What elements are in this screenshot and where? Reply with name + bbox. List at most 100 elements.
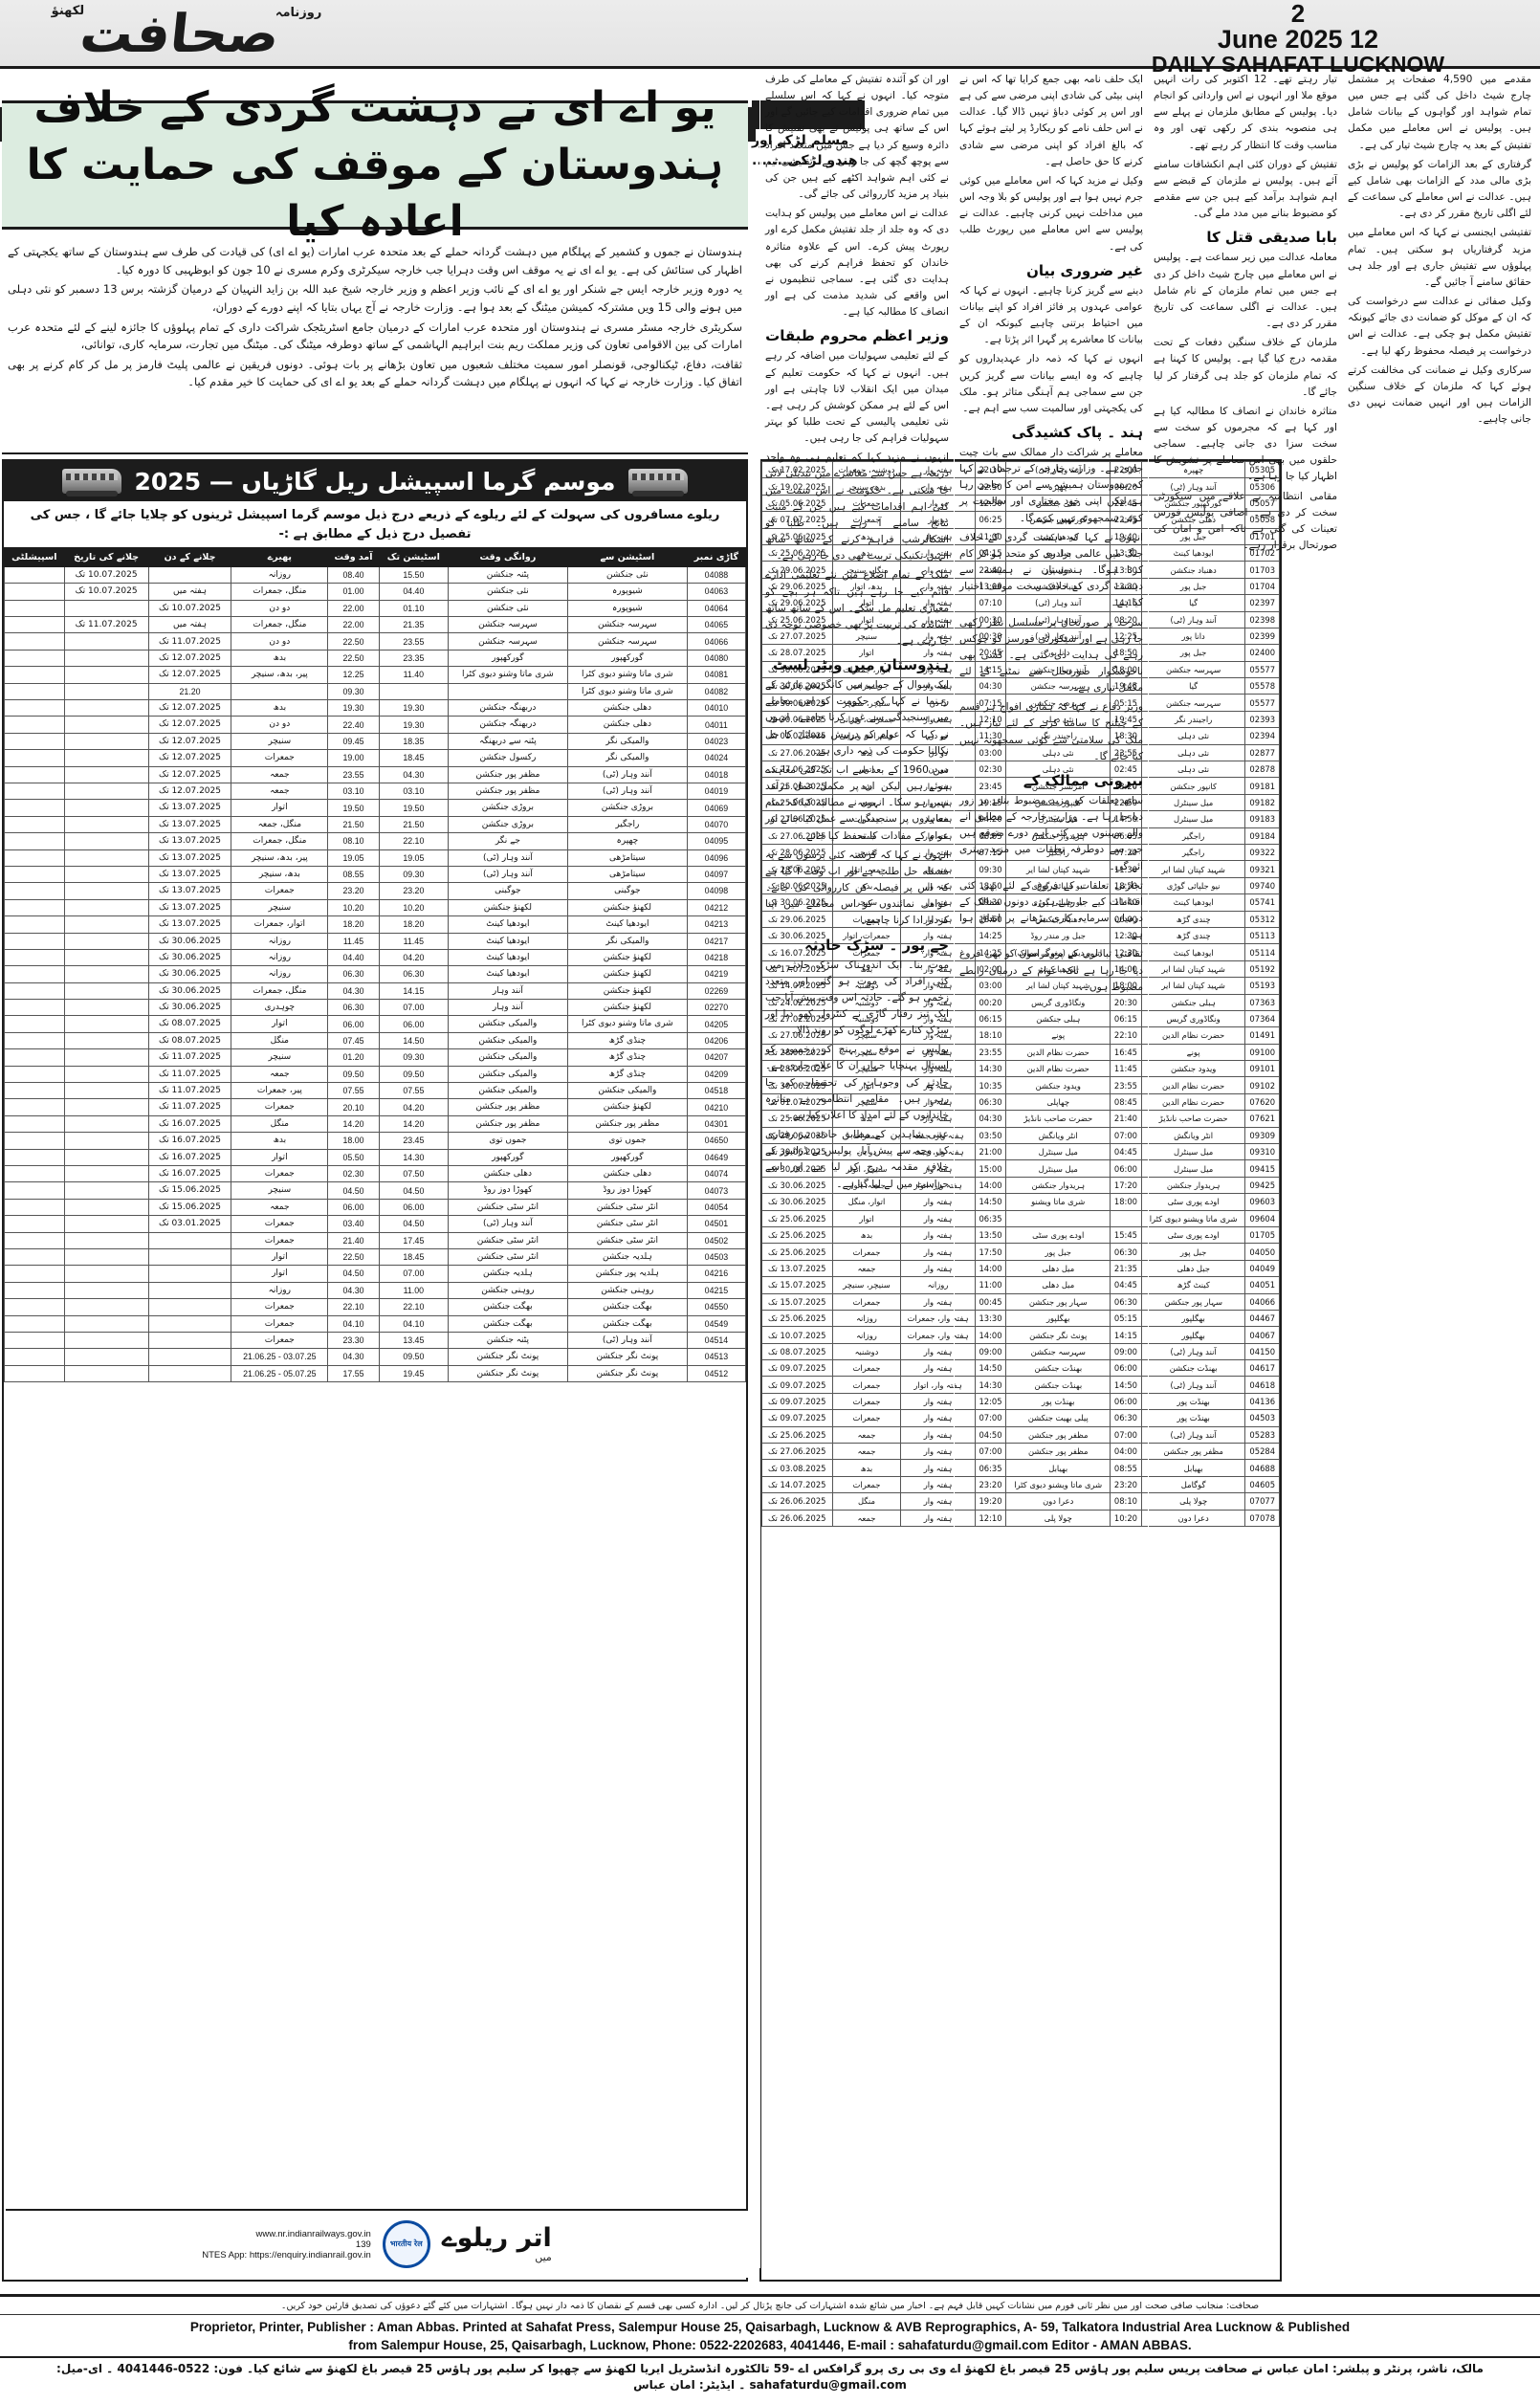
- table-cell: [63, 948, 149, 967]
- table-cell: 12.07.2025 تک: [147, 732, 232, 751]
- news-columns-container: اور ان کو آئندہ تفتیش کے معاملے کی طرف م…: [759, 72, 1538, 2268]
- table-cell: جمعرات: [231, 1314, 329, 1333]
- table-cell: [63, 765, 149, 784]
- table-cell: بدھ، سنیچر: [231, 865, 329, 884]
- table-cell: پونٹ نگر جنکشن: [447, 1364, 568, 1383]
- table-cell: 15.06.2025 تک: [147, 1198, 232, 1217]
- table-cell: ایودھیا کینٹ: [447, 965, 568, 983]
- news-paragraph: سرحد پر صورتحال پر مسلسل نظر رکھی جا رہی…: [959, 616, 1143, 695]
- table-row: 04081 شری ماتا وشنو دیوی کٹرا شری ماتا وشن…: [4, 666, 747, 684]
- table-cell: [63, 1348, 149, 1366]
- railway-website-url[interactable]: www.nr.indianrailways.gov.in: [255, 2228, 371, 2239]
- table-cell: 06.00: [378, 1198, 449, 1217]
- table-cell: [63, 865, 149, 884]
- table-cell: [4, 1048, 65, 1067]
- table-cell: [378, 682, 449, 701]
- table-cell: 13.07.2025 تک: [147, 865, 232, 884]
- table-cell: [4, 832, 65, 850]
- railway-ntes-app-url[interactable]: NTES App: https://enquiry.indianrail.gov…: [202, 2249, 371, 2261]
- table-row: 09181 کانپور جنکشن 13:20 امرتسر جنکشن 23:45 ہ…: [761, 777, 1280, 795]
- table-cell: 07.55: [327, 1082, 380, 1100]
- table-cell: چنڈی گڑھ: [566, 1065, 688, 1084]
- table-cell: لکھنؤ جنکشن: [566, 898, 688, 917]
- table-cell: روزانہ: [231, 932, 329, 950]
- table-cell: پیر، بدھ، سنیچر: [231, 666, 329, 684]
- table-cell: 30.06.2025 تک: [761, 1159, 833, 1178]
- table-cell: 04088: [686, 565, 747, 584]
- table-cell: 04136: [1244, 1392, 1280, 1411]
- table-cell: انٹر سٹی جنکشن: [566, 1215, 688, 1233]
- logo-wordmark: صحافت: [77, 2, 283, 64]
- table-cell: 12.07.2025 تک: [147, 666, 232, 684]
- table-cell: 30.06.2025 تک: [761, 694, 833, 712]
- table-cell: 04.10: [327, 1314, 380, 1333]
- table-cell: 19.00: [327, 749, 380, 767]
- table-cell: 18.20: [327, 915, 380, 934]
- news-paragraph: متاثرہ خاندان نے انصاف کا مطالبہ کیا ہے …: [1154, 405, 1337, 483]
- table-row: 09321 شہید کپتان لشا ایر 11:30 شہید کپتان ل…: [761, 860, 1280, 878]
- table-cell: والمیکی جنکشن: [447, 1082, 568, 1100]
- page-number: 2: [1290, 0, 1306, 28]
- table-cell: والمیکی نگر: [566, 749, 688, 767]
- table-cell: 04649: [686, 1148, 747, 1166]
- table-row: 04011 دھلی جنکشن دربھنگہ جنکشن 19.30 22.40 دو…: [4, 716, 747, 734]
- table-cell: 11.07.2025 تک: [147, 1098, 232, 1116]
- table-cell: 04512: [686, 1364, 747, 1383]
- table-row: 04019 آنند وہار (ٹی) مظفر پور جنکشن 03.10 03…: [4, 782, 747, 801]
- news-paragraph: سن 1960 کے بعد سے اب تک کئی معاہدے ہوئے …: [765, 763, 949, 842]
- railway-table-col-header: اسٹیشن تک: [378, 549, 449, 567]
- table-row: 01702 ایودھیا کینٹ 13:30 جبل پور 04:15 ہفتہ و…: [761, 543, 1280, 562]
- table-cell: منگل، جمعرات: [231, 616, 329, 634]
- news-paragraph: ملک کے تمام اضلاع میں نئے تعلیمی ادارے ق…: [765, 569, 949, 647]
- table-cell: ایودھیا کینٹ: [447, 915, 568, 934]
- table-cell: منگل: [231, 1031, 329, 1050]
- news-paragraph: ایک سوال کے جواب میں کانگریس پارٹی کے رہ…: [765, 679, 949, 757]
- table-cell: شری ماتا وشنو دیوی کٹرا: [447, 666, 568, 684]
- table-row: 02400 جبل پور 18:50 دانا پور 20:45 ہفتہ وار ات…: [761, 644, 1280, 662]
- table-cell: جوگبنی: [566, 882, 688, 900]
- news-paragraph: مقدمے میں 4,590 صفحات پر مشتمل چارج شیٹ …: [1348, 74, 1531, 151]
- table-cell: 13.07.2025 تک: [147, 915, 232, 934]
- table-cell: [4, 1082, 65, 1100]
- table-cell: 04065: [686, 616, 747, 634]
- table-cell: نئی جنکشن: [447, 583, 568, 601]
- table-row: 07077 چولا پلی 08:10 دعرا دون 19:20 ہفتہ وار م…: [761, 1492, 1280, 1511]
- table-row: 02270 لکھنؤ جنکشن آنند وہار 07.00 06.30 چوہدر…: [4, 999, 747, 1017]
- table-row: 05113 چندی گڑھ 12:30 جبل ور مندر روڈ 14:25 ہف…: [761, 926, 1280, 945]
- news-subheading: وزیر اعظم محروم طبقات: [765, 327, 949, 345]
- table-cell: 04513: [686, 1348, 747, 1366]
- lead-article: ہندوستان نے جموں و کشمیر کے پہلگام میں د…: [2, 239, 748, 454]
- news-subheading: ہندوستان میں ویٹر لسٹ: [773, 656, 949, 674]
- table-cell: 04098: [686, 882, 747, 900]
- table-cell: [63, 1132, 149, 1150]
- table-cell: روزانہ: [231, 948, 329, 967]
- table-row: 04063 شیوپورہ نئی جنکشن 04.40 01.00 منگل، جمع…: [4, 583, 747, 601]
- table-cell: 04063: [686, 583, 747, 601]
- table-cell: [63, 732, 149, 751]
- table-cell: روزانہ: [231, 1281, 329, 1300]
- table-cell: [4, 666, 65, 684]
- table-cell: سہار پور جنکشن: [1005, 1292, 1111, 1311]
- table-cell: [63, 649, 149, 668]
- table-cell: 14:25: [974, 943, 1007, 961]
- table-cell: ہفتہ وار: [900, 1409, 976, 1427]
- table-cell: 12.07.2025 تک: [147, 649, 232, 668]
- table-row: 04066 سہار پور جنکشن 06:30 سہار پور جنکشن 00…: [761, 1292, 1280, 1311]
- table-cell: [63, 965, 149, 983]
- table-cell: 07078: [1244, 1509, 1280, 1528]
- table-cell: ہفتہ میں: [147, 616, 232, 634]
- table-cell: [63, 932, 149, 950]
- table-cell: پونٹ نگر جنکشن: [447, 1348, 568, 1366]
- news-paragraph: دینے سے گریز کرنا چاہیے۔ انہوں نے کہا کہ…: [959, 284, 1143, 346]
- news-paragraph: وزیر دفاع نے کہا کہ ہماری افواج ہر قسم ک…: [959, 701, 1143, 762]
- table-row: 04501 انٹر سٹی جنکشن آنند وہار (ٹی) 04.50 03…: [4, 1215, 747, 1233]
- table-cell: جمعرات: [231, 1215, 329, 1233]
- table-cell: [4, 815, 65, 834]
- table-row: 04088 نئی جنکشن پٹنہ جنکشن 15.50 08.40 روزانہ…: [4, 565, 747, 584]
- table-row: 04550 بھگت جنکشن بھگت جنکشن 22.10 22.10 جمعرا…: [4, 1298, 747, 1316]
- table-cell: [4, 1132, 65, 1150]
- lead-headline-line2: ہندوستان کے موقف کی حمایت کا اعادہ کیا: [26, 140, 724, 247]
- table-cell: 19.30: [327, 699, 380, 717]
- news-paragraph: تفتیش کے دوران کئی اہم انکشافات سامنے آئ…: [1154, 158, 1337, 220]
- table-row: 09100 پونے 16:45 حضرت نظام الدین 23:55 ہفتہ و…: [761, 1043, 1280, 1062]
